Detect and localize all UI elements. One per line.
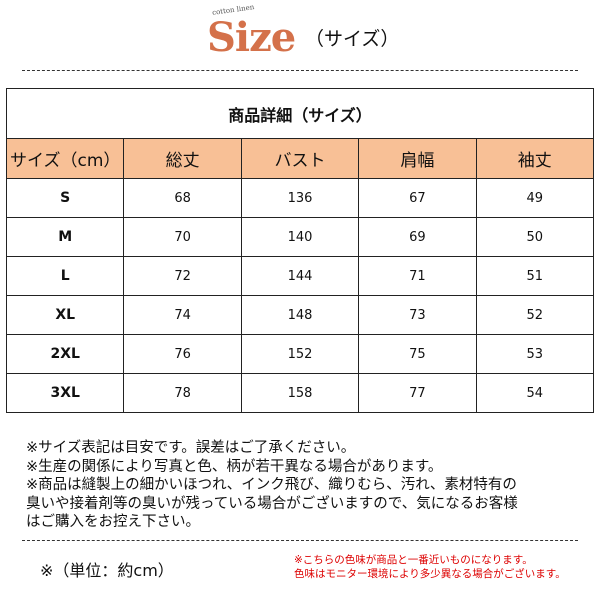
table-row: XL 74 148 73 52 (5, 295, 595, 335)
size-table: 商品詳細（サイズ） サイズ（cm） 総丈 バスト 肩幅 袖丈 S 68 136 67 4… (5, 88, 595, 413)
column-header: 総丈 (123, 138, 242, 179)
table-cell: 152 (240, 334, 360, 374)
table-cell: 54 (475, 373, 595, 413)
size-label: M (5, 217, 125, 257)
size-label: XL (5, 295, 125, 335)
table-cell: 53 (475, 334, 595, 374)
note-line: 臭いや接着剤等の臭いが残っている場合がございますので、気になるお客様 (26, 495, 518, 512)
table-cell: 72 (123, 256, 242, 296)
table-cell: 140 (240, 217, 360, 257)
table-cell: 52 (475, 295, 595, 335)
table-cell: 71 (358, 256, 477, 296)
color-note: ※こちらの色味が商品と一番近いものになります。 色味はモニター環境により多少異な… (294, 553, 566, 581)
table-row: M 70 140 69 50 (5, 217, 595, 257)
table-cell: 148 (240, 295, 360, 335)
table-header: サイズ（cm） 総丈 バスト 肩幅 袖丈 (5, 138, 595, 179)
unit-note: ※（単位：約cm） (40, 561, 174, 580)
table-cell: 136 (240, 178, 360, 218)
table-cell: 75 (358, 334, 477, 374)
column-header: 袖丈 (475, 138, 595, 179)
table-cell: 67 (358, 178, 477, 218)
table-row: 3XL 78 158 77 54 (5, 373, 595, 413)
table-cell: 158 (240, 373, 360, 413)
table-cell: 49 (475, 178, 595, 218)
table-cell: 51 (475, 256, 595, 296)
table-title: 商品詳細（サイズ） (6, 88, 594, 139)
table-row: L 72 144 71 51 (5, 256, 595, 296)
table-cell: 74 (123, 295, 242, 335)
size-logo: Size (207, 14, 296, 61)
size-label: L (5, 256, 125, 296)
table-cell: 70 (123, 217, 242, 257)
table-cell: 73 (358, 295, 477, 335)
note-line: ※サイズ表記は目安です。誤差はご了承ください。 (26, 440, 356, 456)
column-header: 肩幅 (358, 138, 477, 179)
divider (22, 540, 578, 541)
size-label: 3XL (5, 373, 125, 413)
table-cell: 69 (358, 217, 477, 257)
table-cell: 144 (240, 256, 360, 296)
divider (22, 70, 578, 71)
table-cell: 77 (358, 373, 477, 413)
size-label: S (5, 178, 125, 218)
color-note-line: 色味はモニター環境により多少異なる場合がございます。 (294, 568, 566, 580)
color-note-line: ※こちらの色味が商品と一番近いものになります。 (294, 554, 533, 566)
table-row: S 68 136 67 49 (5, 178, 595, 218)
table-cell: 76 (123, 334, 242, 374)
note-line: はご購入をお控え下さい。 (26, 514, 200, 530)
table-cell: 50 (475, 217, 595, 257)
column-header: バスト (240, 138, 360, 179)
size-label: 2XL (5, 334, 125, 374)
table-cell: 68 (123, 178, 242, 218)
column-header: サイズ（cm） (5, 138, 125, 179)
note-line: ※商品は縫製上の細かいほつれ、インク飛び、織りむら、汚れ、素材特有の (26, 477, 517, 493)
logo-subtitle: （サイズ） (305, 28, 400, 50)
table-cell: 78 (123, 373, 242, 413)
note-line: ※生産の関係により写真と色、柄が若干異なる場合があります。 (26, 458, 443, 475)
table-row: 2XL 76 152 75 53 (5, 334, 595, 374)
notes: ※サイズ表記は目安です。誤差はご了承ください。 ※生産の関係により写真と色、柄が… (26, 439, 518, 532)
